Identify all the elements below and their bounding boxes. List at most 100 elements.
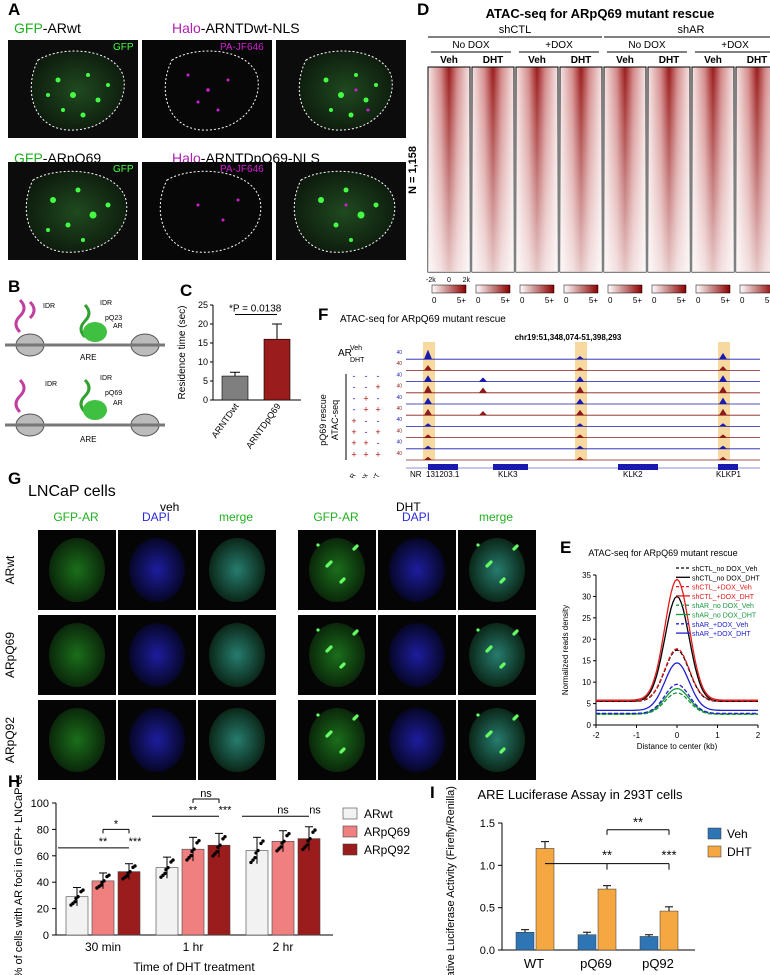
color-scale [695, 284, 731, 294]
column-label: Veh [704, 55, 722, 66]
cell-nucleus [129, 623, 185, 687]
y-tick-label: 0.5 [480, 903, 495, 915]
series-line [596, 648, 758, 702]
y-tick-label: 40 [37, 877, 49, 889]
color-scale [739, 284, 770, 294]
data-point [313, 828, 317, 832]
gene-label: NR_131203.1 [410, 470, 460, 478]
panel-e-title: ATAC-seq for ARpQ69 mutant rescue [588, 548, 737, 558]
bar [271, 840, 295, 936]
y-axis-label: Normalized reads density [561, 605, 570, 695]
foci [485, 564, 489, 568]
sig-label: * [114, 818, 119, 830]
bar [577, 934, 597, 951]
y-tick-label: 10 [582, 678, 591, 687]
foci [325, 649, 329, 653]
subgroup-label: No DOX [452, 40, 490, 51]
column-label: merge [479, 510, 513, 524]
foci [476, 713, 480, 717]
ar-label: AR [338, 348, 352, 359]
subgroup-label: +DOX [545, 40, 573, 51]
data-point [215, 849, 219, 854]
foci [316, 713, 320, 717]
cell-nucleus [389, 623, 445, 687]
heatmap-fade [648, 67, 690, 272]
gene-label: KLK2 [623, 470, 643, 478]
heatmap-fade [604, 67, 646, 272]
atac-label: ATAC-seq [330, 400, 340, 440]
heatmap-fade [472, 67, 514, 272]
cell-nucleus [309, 538, 365, 602]
svg-text:AR: AR [113, 400, 123, 407]
legend-swatch [707, 845, 722, 858]
heatmap-fade [560, 67, 602, 272]
cell-nucleus [389, 708, 445, 772]
data-point [73, 900, 77, 904]
data-point [303, 845, 307, 849]
data-point [306, 839, 310, 843]
cell-nucleus [469, 538, 525, 602]
legend-label: ARpQ92 [364, 843, 410, 857]
data-point [211, 854, 215, 858]
data-point [221, 837, 225, 841]
legend-label: ARpQ69 [364, 825, 410, 839]
row-label: ARpQ92 [3, 717, 17, 763]
column-label: DHT [483, 55, 504, 66]
column-label: GFP-AR [53, 510, 99, 524]
legend-swatch [342, 843, 358, 856]
matrix-sign: - [377, 393, 380, 403]
sig-label: *** [219, 805, 233, 817]
cell-nucleus [209, 623, 265, 687]
matrix-sign: + [363, 405, 368, 415]
data-point [282, 839, 286, 843]
column-label: GFP-AR [313, 510, 359, 524]
data-point [253, 855, 257, 860]
data-point [133, 864, 137, 868]
panel-label-f: F [318, 305, 329, 324]
matrix-sign: - [365, 382, 368, 392]
data-point [249, 860, 253, 865]
x-tick-label: pQ92 [642, 956, 674, 971]
track-scale: 40 [396, 350, 402, 356]
foci [512, 632, 516, 636]
series-line [596, 578, 758, 701]
scale-max: 5+ [677, 296, 686, 305]
data-point [76, 895, 80, 899]
data-point [171, 858, 175, 862]
foci [512, 717, 516, 721]
data-point [192, 847, 196, 851]
y-tick-label: 10 [198, 357, 208, 367]
data-point [125, 874, 129, 878]
foci [352, 547, 356, 551]
cell-nucleus [309, 708, 365, 772]
foci [316, 543, 320, 547]
data-point [99, 883, 103, 887]
data-point [251, 858, 255, 862]
foci [339, 580, 343, 584]
legend-label: ARwt [364, 807, 393, 821]
sig-label: ** [633, 814, 643, 829]
data-point [213, 852, 217, 856]
panel-i-title: ARE Luciferase Assay in 293T cells [478, 787, 683, 802]
bar [181, 848, 205, 936]
condition-label: DHT [368, 472, 382, 478]
condition-label: Dox [357, 472, 370, 478]
cell-nucleus [389, 538, 445, 602]
foci [512, 547, 516, 551]
x-tick-label: ARNTDwt [210, 401, 241, 440]
cell-nucleus [129, 708, 185, 772]
gene-label: KLK3 [498, 470, 518, 478]
panel-e-chart: ATAC-seq for ARpQ69 mutant rescue0510152… [561, 548, 761, 751]
scale-min: 0 [740, 296, 745, 305]
panel-i-chart: ARE Luciferase Assay in 293T cells 0.0 0.5… [445, 786, 752, 975]
legend-label: shCTL_no DOX_DHT [692, 575, 760, 582]
row-label: ARpQ69 [3, 632, 17, 678]
data-point [218, 843, 222, 847]
group-label: shCTL [499, 24, 531, 36]
panel-d-heatmaps: ATAC-seq for ARpQ69 mutant rescue shCTL sh… [407, 6, 770, 305]
scale-max: 5+ [765, 296, 770, 305]
series-line [596, 683, 758, 715]
foci [499, 750, 503, 754]
matrix-sign: + [351, 427, 356, 437]
bar [659, 910, 679, 951]
